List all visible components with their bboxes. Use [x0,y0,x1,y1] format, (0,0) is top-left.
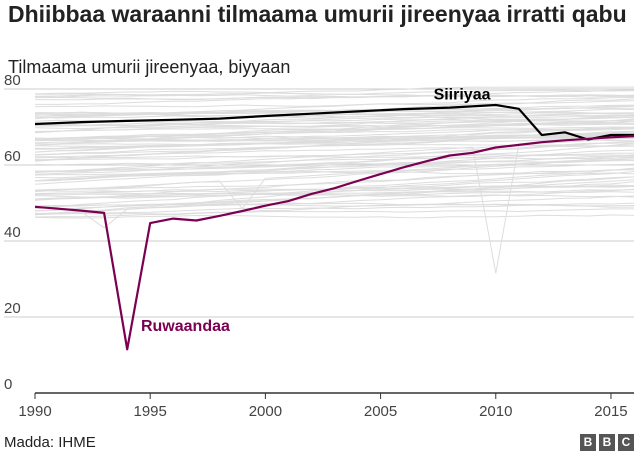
background-country-line [34,142,635,158]
background-country-line [34,184,635,200]
line-chart: Siiriyaa Ruwaandaa 0 20 40 60 80 1990 1995 2000 2… [4,72,635,420]
y-tick-label: 80 [4,72,21,89]
y-tick-label: 40 [4,224,21,241]
background-country-line [34,202,635,216]
series-line-siiriyaa [34,103,634,141]
highlighted-series: Siiriyaa Ruwaandaa [34,86,635,351]
x-tick-label: 2015 [594,403,627,420]
bbc-logo-letter: C [618,434,634,451]
chart-title: Dhiibbaa waraanni tilmaama umurii jireen… [8,1,627,27]
background-country-line [34,122,635,129]
x-tick-label: 2010 [479,403,512,420]
background-country-line [34,156,635,166]
background-country-line [35,89,635,105]
bbc-logo-letter: B [580,434,596,451]
background-country-line [34,127,635,161]
background-country-line [34,208,634,215]
background-country-line [34,186,635,194]
bbc-logo: B B C [580,434,634,451]
y-tick-label: 20 [4,300,21,317]
y-tick-label: 60 [4,148,21,165]
background-country-lines [34,86,635,274]
series-label: Ruwaandaa [141,318,230,335]
background-country-line [34,136,635,156]
background-country-line [34,156,635,210]
axes: 0 20 40 60 80 1990 1995 2000 2005 2010 2015 [4,72,634,420]
chart-subtitle: Tilmaama umurii jireenyaa, biyyaan [8,57,291,77]
x-tick-label: 1990 [18,403,51,420]
series-line-ruwaandaa [34,135,635,351]
background-country-line [34,158,635,192]
background-country-line [34,195,635,218]
background-country-line [34,158,635,182]
background-country-line [34,111,635,117]
background-country-line [34,191,635,196]
background-country-line [34,111,635,118]
bbc-logo-letter: B [599,434,615,451]
background-country-line [34,94,635,101]
background-country-line [34,179,635,229]
source-note: Madda: IHME [4,434,96,451]
background-country-line [34,136,635,142]
background-country-line [34,86,634,98]
x-tick-label: 2000 [249,403,282,420]
footer: Madda: IHME B B C [0,428,640,458]
background-country-line [34,169,635,191]
background-country-line [34,90,635,98]
y-tick-label: 0 [4,376,12,393]
x-tick-label: 1995 [134,403,167,420]
background-country-line [34,149,635,185]
x-tick-label: 2005 [364,403,397,420]
series-label: Siiriyaa [434,86,491,103]
background-country-line [34,160,635,173]
background-country-line [34,120,635,126]
background-country-line [34,140,635,175]
background-country-line [34,134,635,149]
background-country-line [34,214,635,219]
